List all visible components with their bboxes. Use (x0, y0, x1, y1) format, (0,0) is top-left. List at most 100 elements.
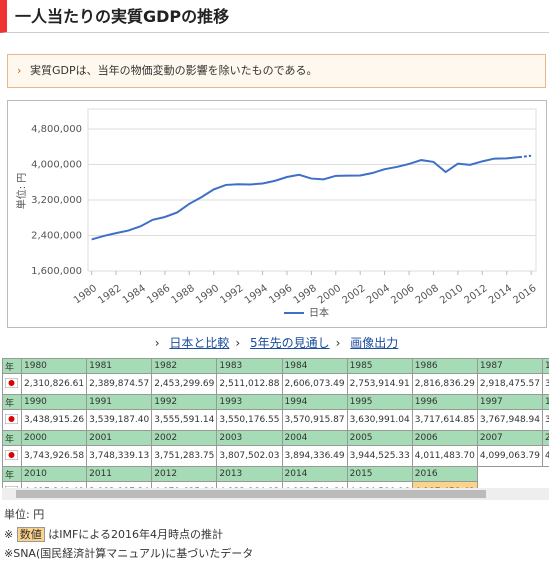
link-item: › 日本と比較 (154, 336, 230, 350)
page-title: 一人当たりの実質GDPの推移 (0, 0, 549, 33)
link[interactable]: 5年先の見通し (249, 336, 330, 350)
year-cell: 2006 (411, 430, 478, 446)
year-cell: 1980 (20, 358, 88, 374)
year-cell: 2004 (281, 430, 348, 446)
link-item: › 画像出力 (335, 336, 399, 350)
value-cell: 3,717,614.85 (411, 409, 478, 431)
year-cell: 1983 (216, 358, 283, 374)
legend-label: 日本 (309, 306, 329, 319)
flag-cell (2, 445, 22, 467)
value-cell: 3,748,339.13 (86, 445, 153, 467)
value-cell: 3,944,525.33 (346, 445, 413, 467)
x-tick-label: 2016 (511, 283, 538, 307)
x-tick-label: 2014 (487, 283, 514, 307)
year-head: 年 (2, 466, 22, 482)
x-tick-label: 1986 (145, 283, 172, 307)
value-row: 3,743,926.58 3,748,339.13 3,751,283.75 3,80… (2, 445, 549, 467)
plot-frame (87, 108, 537, 272)
links: › 日本と比較 › 5年先の見通し › 画像出力 (0, 334, 559, 351)
year-cell: 1995 (346, 394, 413, 410)
x-tick-label: 2002 (341, 283, 368, 307)
x-tick-label: 2006 (389, 283, 416, 307)
year-cell: 2010 (20, 466, 88, 482)
year-row: 年198019811982198319841985198619871988 (2, 358, 549, 374)
year-cell: 2012 (151, 466, 218, 482)
value-cell: 2,453,299.69 (151, 373, 218, 395)
year-cell: 1986 (411, 358, 478, 374)
value-cell: 3,570,915.87 (281, 409, 348, 431)
year-cell: 2016 (411, 466, 478, 482)
year-cell: 1991 (86, 394, 153, 410)
x-tick-label: 1980 (72, 283, 99, 307)
value-row: 3,438,915.26 3,539,187.40 3,555,591.14 3,55… (2, 409, 549, 431)
table-wrap: 年1980198119821983198419851986198719882,3… (2, 358, 549, 488)
note-text: 実質GDPは、当年の物価変動の影響を除いたものである。 (30, 64, 318, 77)
x-tick-label: 1998 (292, 283, 319, 307)
year-cell: 1996 (411, 394, 478, 410)
year-cell: 1985 (346, 358, 413, 374)
scroll-thumb[interactable] (16, 490, 486, 498)
year-cell: 2007 (476, 430, 544, 446)
year-cell: 1993 (216, 394, 283, 410)
year-cell: 2013 (216, 466, 283, 482)
value-cell: 3,555,591.14 (151, 409, 218, 431)
x-tick-label: 1988 (170, 283, 197, 307)
x-tick-label: 1990 (194, 283, 221, 307)
link-item: › 5年先の見通し (235, 336, 330, 350)
year-cell: 1987 (476, 358, 544, 374)
unit-note: 単位: 円 (4, 508, 45, 521)
value-cell: 2,310,826.61 (20, 373, 88, 395)
mark: ※ (4, 528, 14, 541)
year-cell: 1990 (20, 394, 88, 410)
estimate-note: ※ 数値 はIMFによる2016年4月時点の推計 (4, 526, 223, 542)
y-tick-label: 3,200,000 (31, 195, 82, 206)
link[interactable]: 日本と比較 (169, 336, 230, 350)
value-cell: 2,511,012.88 (216, 373, 283, 395)
x-tick-label: 1994 (243, 283, 270, 307)
value-cell: 3,539,187.40 (86, 409, 153, 431)
x-tick-label: 2000 (316, 283, 343, 307)
link[interactable]: 画像出力 (350, 336, 399, 350)
value-cell: 4,197,459.41 (411, 481, 478, 488)
flag (4, 413, 19, 424)
value-cell: 2,753,914.91 (346, 373, 413, 395)
y-tick-label: 2,400,000 (31, 230, 82, 241)
year-cell: 2001 (86, 430, 153, 446)
estimate-text: はIMFによる2016年4月時点の推計 (48, 528, 223, 541)
y-tick-label: 4,800,000 (31, 124, 82, 135)
x-tick-label: 1982 (96, 283, 123, 307)
value-cell: 2,389,874.57 (86, 373, 153, 395)
data-line (518, 154, 532, 159)
year-row: 年 2010 2011 2012 2013 2014 2015 2016 (2, 466, 550, 482)
year-cell: 2002 (151, 430, 218, 446)
data-line (91, 156, 520, 241)
year-cell: 1982 (151, 358, 218, 374)
value-cell: 4,058,433.94 (541, 445, 549, 467)
note-icon: › (17, 64, 22, 77)
x-tick-label: 1984 (121, 283, 148, 307)
x-tick-label: 1992 (218, 283, 245, 307)
year-cell: 2003 (216, 430, 283, 446)
value-cell: 2,918,475.57 (476, 373, 544, 395)
value-cell: 3,682,600.79 (541, 409, 549, 431)
year-cell: 2011 (86, 466, 153, 482)
data-table: 年1980198119821983198419851986198719882,3… (2, 358, 549, 488)
note: › 実質GDPは、当年の物価変動の影響を除いたものである。 (7, 54, 546, 88)
y-tick-label: 4,000,000 (31, 159, 82, 170)
scrollbar[interactable] (2, 488, 549, 500)
year-cell: 1997 (476, 394, 544, 410)
x-tick-label: 1996 (267, 283, 294, 307)
year-cell: 1994 (281, 394, 348, 410)
flag (4, 377, 19, 388)
value-cell: 3,807,502.03 (216, 445, 283, 467)
value-cell: 4,099,063.79 (476, 445, 544, 467)
sna-note: ※SNA(国民経済計算マニュアル)に基づいたデータ (4, 547, 254, 560)
year-cell: 2005 (346, 430, 413, 446)
year-cell: 2000 (20, 430, 88, 446)
x-tick-label: 2010 (438, 283, 465, 307)
flag (4, 485, 19, 488)
value-cell: 2,606,073.49 (281, 373, 348, 395)
year-head: 年 (2, 430, 22, 446)
x-tick-label: 2008 (414, 283, 441, 307)
value-cell: 3,767,948.94 (476, 409, 544, 431)
